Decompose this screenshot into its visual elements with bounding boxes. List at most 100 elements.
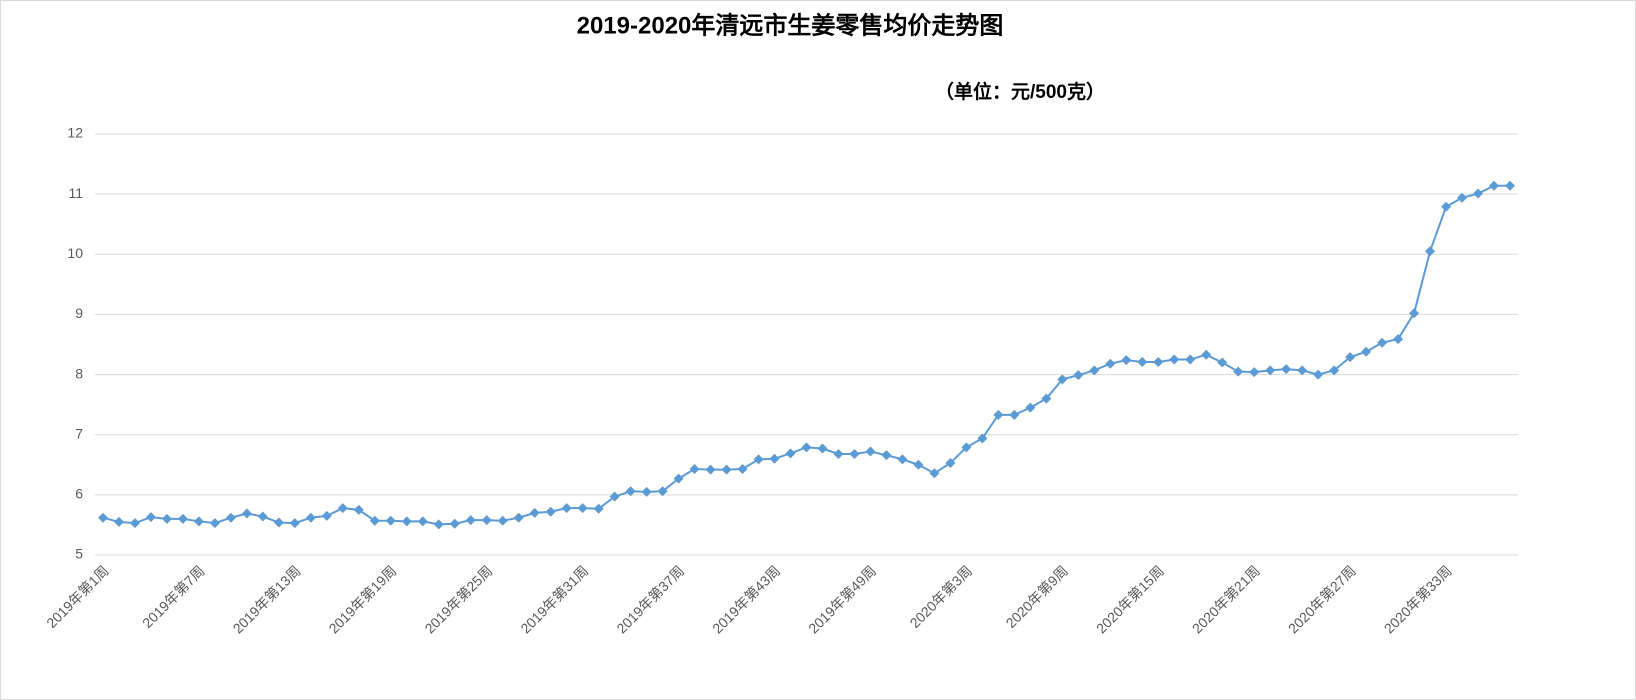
data-point — [689, 463, 700, 474]
data-point — [177, 513, 188, 524]
data-point — [481, 515, 492, 526]
y-tick-label: 11 — [68, 185, 83, 201]
chart-subtitle: （单位：元/500克） — [935, 80, 1105, 103]
data-point — [529, 507, 540, 518]
data-point — [465, 515, 476, 526]
data-point — [97, 512, 108, 523]
data-point — [321, 510, 332, 521]
data-point — [561, 503, 572, 514]
y-tick-label: 7 — [75, 425, 83, 441]
data-point — [401, 516, 412, 527]
data-point — [881, 450, 892, 461]
data-point — [1505, 180, 1516, 191]
y-tick-label: 6 — [75, 486, 83, 502]
data-point — [1217, 357, 1228, 368]
data-point — [1233, 366, 1244, 377]
data-point — [1073, 370, 1084, 381]
data-point — [753, 454, 764, 465]
data-point — [785, 448, 796, 459]
data-point — [817, 443, 828, 454]
data-point — [577, 503, 588, 514]
chart-title: 2019-2020年清远市生姜零售均价走势图 — [577, 11, 1004, 39]
data-point — [1089, 365, 1100, 376]
data-point — [769, 453, 780, 464]
data-point — [1185, 354, 1196, 365]
data-point — [1265, 365, 1276, 376]
data-point — [337, 503, 348, 514]
data-point — [1041, 393, 1052, 404]
y-tick-label: 8 — [75, 365, 83, 381]
data-point — [497, 515, 508, 526]
data-point — [417, 516, 428, 527]
data-point — [1409, 308, 1420, 319]
data-point — [161, 513, 172, 524]
data-point — [833, 448, 844, 459]
data-point — [897, 454, 908, 465]
data-point — [433, 519, 444, 530]
data-point — [1121, 355, 1132, 366]
data-point — [993, 409, 1004, 420]
data-point — [257, 511, 268, 522]
y-tick-label: 5 — [75, 546, 83, 562]
data-point — [1009, 409, 1020, 420]
data-point — [225, 512, 236, 523]
data-point — [129, 518, 140, 529]
data-point — [593, 503, 604, 514]
data-point — [209, 518, 220, 529]
data-point — [929, 468, 940, 479]
y-tick-label: 10 — [67, 245, 83, 261]
data-point — [353, 504, 364, 515]
data-point — [1345, 352, 1356, 363]
data-point — [545, 506, 556, 517]
data-point — [625, 486, 636, 497]
data-point — [1473, 188, 1484, 199]
data-point — [449, 518, 460, 529]
y-tick-label: 9 — [75, 305, 83, 321]
data-point — [1137, 356, 1148, 367]
data-point — [113, 516, 124, 527]
data-point — [1249, 367, 1260, 378]
data-point — [1313, 369, 1324, 380]
data-point — [1377, 337, 1388, 348]
data-point — [945, 457, 956, 468]
data-point — [289, 518, 300, 529]
data-point — [145, 512, 156, 523]
data-point — [737, 463, 748, 474]
data-point — [977, 433, 988, 444]
data-point — [241, 508, 252, 519]
data-point — [273, 517, 284, 528]
data-point — [673, 473, 684, 484]
data-point — [961, 442, 972, 453]
data-point — [801, 442, 812, 453]
data-point — [1457, 192, 1468, 203]
data-point — [1489, 180, 1500, 191]
data-point — [1393, 334, 1404, 345]
data-point — [609, 491, 620, 502]
data-point — [1297, 365, 1308, 376]
data-point — [721, 464, 732, 475]
data-point — [1329, 365, 1340, 376]
data-point — [913, 459, 924, 470]
data-point — [1153, 356, 1164, 367]
data-point — [305, 512, 316, 523]
data-point — [1281, 364, 1292, 375]
data-point — [1169, 354, 1180, 365]
data-point — [705, 464, 716, 475]
data-point — [369, 515, 380, 526]
data-point — [1425, 246, 1436, 257]
data-point — [1441, 201, 1452, 212]
data-point — [1201, 349, 1212, 360]
data-point — [1105, 358, 1116, 369]
data-point — [641, 486, 652, 497]
data-point — [849, 448, 860, 459]
data-point — [657, 486, 668, 497]
data-point — [1057, 374, 1068, 385]
data-point — [193, 516, 204, 527]
data-point — [385, 515, 396, 526]
data-point — [513, 512, 524, 523]
data-point — [1025, 402, 1036, 413]
y-tick-label: 12 — [67, 125, 83, 141]
data-point — [1361, 346, 1372, 357]
